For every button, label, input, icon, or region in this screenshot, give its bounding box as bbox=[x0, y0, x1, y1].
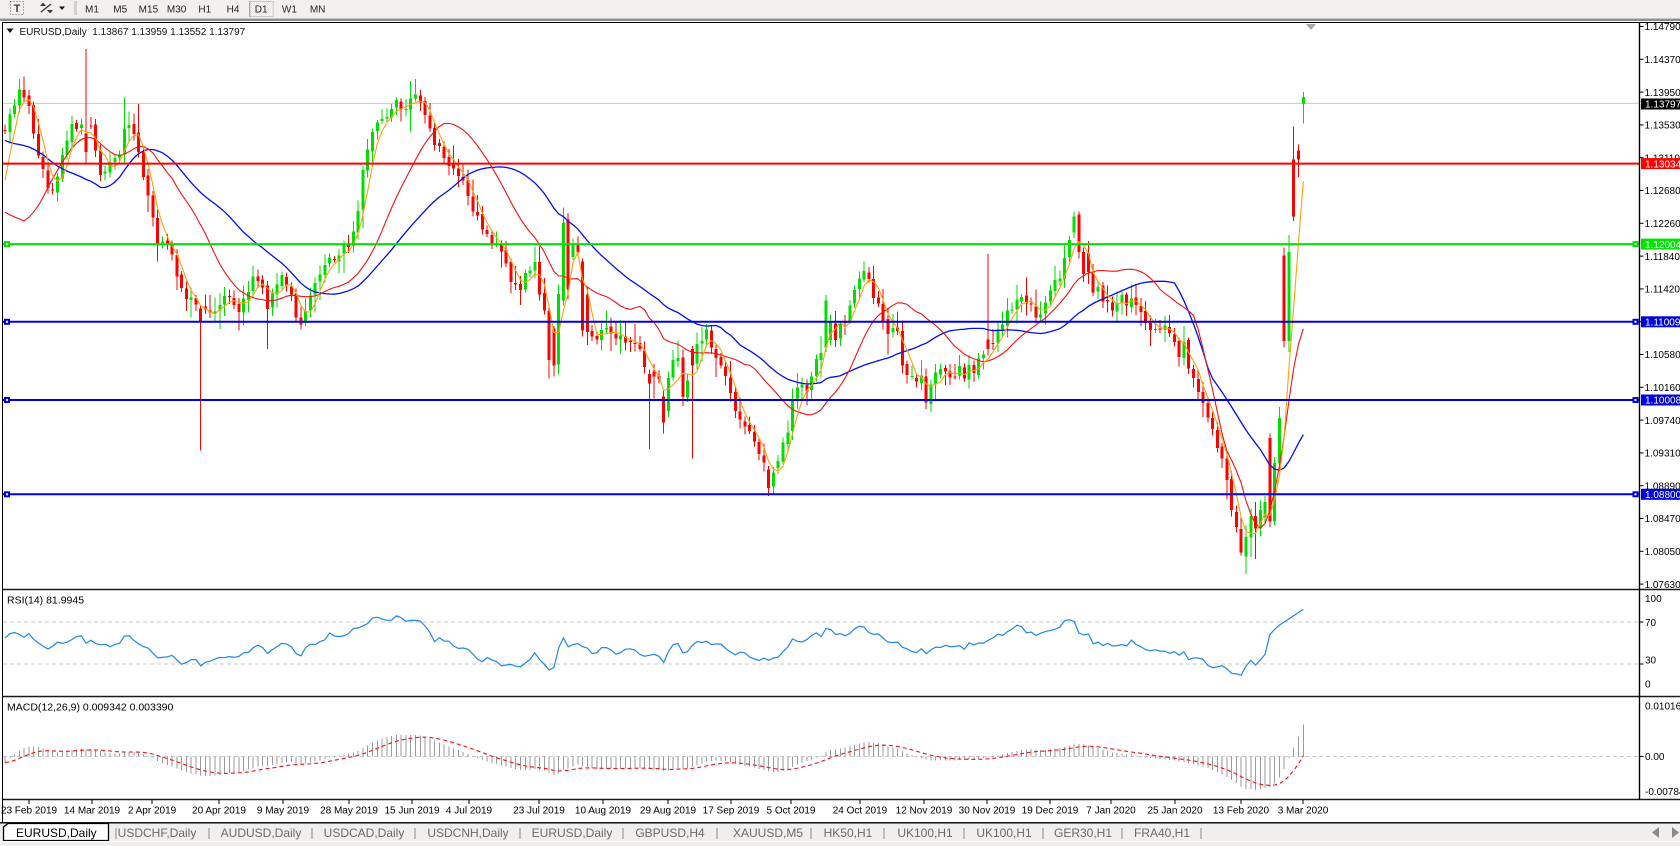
svg-text:FRA40,H1: FRA40,H1 bbox=[1134, 826, 1190, 840]
svg-text:1.13797: 1.13797 bbox=[1645, 100, 1680, 111]
svg-text:1.12680: 1.12680 bbox=[1645, 186, 1680, 197]
svg-text:13 Feb 2020: 13 Feb 2020 bbox=[1213, 806, 1270, 817]
svg-text:70: 70 bbox=[1645, 618, 1657, 629]
svg-text:1.11840: 1.11840 bbox=[1645, 252, 1680, 263]
svg-text:1.09740: 1.09740 bbox=[1645, 416, 1680, 427]
svg-text:23 Jul 2019: 23 Jul 2019 bbox=[513, 806, 565, 817]
svg-text:RSI(14) 81.9945: RSI(14) 81.9945 bbox=[7, 595, 84, 607]
svg-text:14 Mar 2019: 14 Mar 2019 bbox=[64, 806, 121, 817]
svg-text:28 May 2019: 28 May 2019 bbox=[320, 806, 378, 817]
svg-text:29 Aug 2019: 29 Aug 2019 bbox=[640, 806, 697, 817]
svg-text:T: T bbox=[14, 3, 21, 15]
svg-text:D1: D1 bbox=[255, 5, 268, 16]
svg-text:1.08470: 1.08470 bbox=[1645, 514, 1680, 525]
svg-text:3 Mar 2020: 3 Mar 2020 bbox=[1278, 806, 1329, 817]
svg-text:USDCHF,Daily: USDCHF,Daily bbox=[118, 826, 197, 840]
svg-text:M1: M1 bbox=[85, 5, 99, 16]
svg-text:12 Nov 2019: 12 Nov 2019 bbox=[896, 806, 953, 817]
svg-text:MN: MN bbox=[310, 5, 326, 16]
svg-text:2 Apr 2019: 2 Apr 2019 bbox=[128, 806, 177, 817]
svg-text:30: 30 bbox=[1645, 656, 1657, 667]
svg-text:MACD(12,26,9) 0.009342 0.00339: MACD(12,26,9) 0.009342 0.003390 bbox=[7, 702, 174, 714]
svg-text:EURUSD,Daily: EURUSD,Daily bbox=[532, 826, 613, 840]
svg-text:15 Jun 2019: 15 Jun 2019 bbox=[384, 806, 439, 817]
svg-text:HK50,H1: HK50,H1 bbox=[824, 826, 873, 840]
svg-text:20 Apr 2019: 20 Apr 2019 bbox=[192, 806, 246, 817]
svg-text:UK100,H1: UK100,H1 bbox=[897, 826, 953, 840]
svg-text:1.13950: 1.13950 bbox=[1645, 88, 1680, 99]
svg-text:EURUSD,Daily: EURUSD,Daily bbox=[16, 826, 97, 840]
svg-text:H4: H4 bbox=[227, 5, 240, 16]
svg-text:24 Oct 2019: 24 Oct 2019 bbox=[833, 806, 888, 817]
svg-text:M5: M5 bbox=[113, 5, 127, 16]
svg-text:USDCAD,Daily: USDCAD,Daily bbox=[324, 826, 405, 840]
svg-text:30 Nov 2019: 30 Nov 2019 bbox=[959, 806, 1016, 817]
svg-text:H1: H1 bbox=[198, 5, 211, 16]
svg-text:EURUSD,Daily 1.13867 1.13959: EURUSD,Daily 1.13867 1.13959 1.13552 1.1… bbox=[20, 27, 246, 38]
svg-text:GBPUSD,H4: GBPUSD,H4 bbox=[635, 826, 705, 840]
svg-text:7 Jan 2020: 7 Jan 2020 bbox=[1086, 806, 1136, 817]
svg-text:XAUUSD,M5: XAUUSD,M5 bbox=[733, 826, 803, 840]
svg-text:1.14790: 1.14790 bbox=[1645, 22, 1680, 33]
svg-text:1.10160: 1.10160 bbox=[1645, 383, 1680, 394]
svg-text:W1: W1 bbox=[282, 5, 297, 16]
svg-text:1.10008: 1.10008 bbox=[1645, 396, 1680, 407]
svg-text:100: 100 bbox=[1645, 594, 1662, 605]
svg-text:1.13530: 1.13530 bbox=[1645, 121, 1680, 132]
svg-text:0.01016: 0.01016 bbox=[1645, 702, 1680, 713]
svg-text:1.10580: 1.10580 bbox=[1645, 350, 1680, 361]
svg-text:1.08050: 1.08050 bbox=[1645, 547, 1680, 558]
svg-text:1.07630: 1.07630 bbox=[1645, 580, 1680, 591]
svg-text:1.12260: 1.12260 bbox=[1645, 219, 1680, 230]
svg-text:1.13034: 1.13034 bbox=[1645, 159, 1680, 170]
svg-text:USDCNH,Daily: USDCNH,Daily bbox=[427, 826, 508, 840]
svg-text:1.14370: 1.14370 bbox=[1645, 55, 1680, 66]
svg-text:23 Feb 2019: 23 Feb 2019 bbox=[1, 806, 58, 817]
svg-text:19 Dec 2019: 19 Dec 2019 bbox=[1022, 806, 1079, 817]
svg-text:1.12004: 1.12004 bbox=[1645, 240, 1680, 251]
svg-text:4 Jul 2019: 4 Jul 2019 bbox=[446, 806, 493, 817]
svg-text:AUDUSD,Daily: AUDUSD,Daily bbox=[221, 826, 302, 840]
svg-text:1.08800: 1.08800 bbox=[1645, 490, 1680, 501]
svg-text:25 Jan 2020: 25 Jan 2020 bbox=[1147, 806, 1202, 817]
svg-text:0.00: 0.00 bbox=[1645, 752, 1665, 763]
svg-text:M15: M15 bbox=[139, 5, 159, 16]
svg-text:GER30,H1: GER30,H1 bbox=[1054, 826, 1112, 840]
svg-text:17 Sep 2019: 17 Sep 2019 bbox=[703, 806, 760, 817]
svg-text:1.08890: 1.08890 bbox=[1645, 481, 1680, 492]
svg-text:5 Oct 2019: 5 Oct 2019 bbox=[767, 806, 816, 817]
svg-text:1.11420: 1.11420 bbox=[1645, 285, 1680, 296]
svg-text:1.09310: 1.09310 bbox=[1645, 449, 1680, 460]
svg-text:M30: M30 bbox=[167, 5, 187, 16]
svg-text:10 Aug 2019: 10 Aug 2019 bbox=[575, 806, 632, 817]
svg-text:-0.00784: -0.00784 bbox=[1645, 787, 1680, 798]
svg-text:1.11009: 1.11009 bbox=[1645, 318, 1680, 329]
svg-text:UK100,H1: UK100,H1 bbox=[976, 826, 1032, 840]
svg-text:0: 0 bbox=[1645, 680, 1651, 691]
svg-text:9 May 2019: 9 May 2019 bbox=[257, 806, 310, 817]
